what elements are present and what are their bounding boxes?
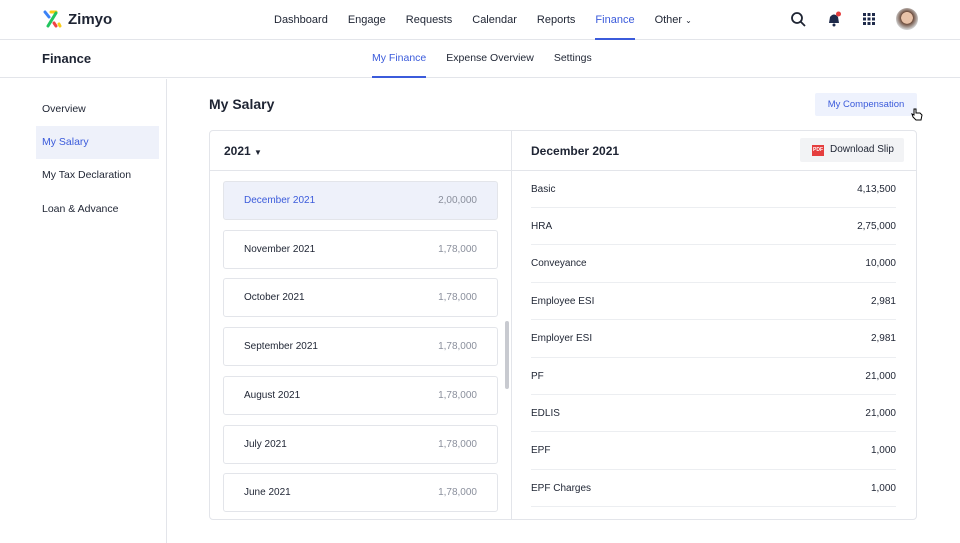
scrollbar[interactable] [505,321,509,389]
bell-icon[interactable] [826,11,842,27]
month-item[interactable]: October 2021 1,78,000 [223,278,498,318]
component-value: 2,981 [870,333,896,345]
component-row: Employee ESI 2,981 [531,283,896,321]
component-row: Basic 4,13,500 [531,171,896,208]
nav-dashboard[interactable]: Dashboard [274,14,328,26]
year-select[interactable]: 2021 ▼ [210,131,511,171]
month-label: October 2021 [244,292,305,304]
month-item[interactable]: June 2021 1,78,000 [223,473,498,513]
component-value: 1,000 [870,482,896,494]
app-name: Zimyo [68,10,113,28]
sidebar-item-loan-advance[interactable]: Loan & Advance [42,203,119,215]
component-name: PF [531,370,544,382]
component-name: Employee ESI [531,295,595,307]
sub-header: Finance My Finance Expense Overview Sett… [0,40,960,78]
component-value: 2,981 [870,295,896,307]
sidebar-item-my-salary[interactable]: My Salary [36,126,159,159]
year-value: 2021 [224,144,251,158]
component-name: EDLIS [531,407,560,419]
month-label: December 2021 [244,195,316,206]
month-list-panel: 2021 ▼ December 2021 2,00,000 November 202… [210,131,512,519]
month-item[interactable]: August 2021 1,78,000 [223,375,498,415]
detail-title: December 2021 [531,144,620,158]
component-row: EDLIS 21,000 [531,395,896,433]
top-bar: Zimyo Dashboard Engage Requests Calendar… [0,0,960,40]
component-value: 21,000 [865,407,896,419]
component-name: HRA [531,220,553,232]
component-name: EPF Charges [531,482,592,494]
month-label: September 2021 [244,341,318,353]
component-value: 21,000 [865,370,896,382]
nav-requests[interactable]: Requests [405,14,453,26]
component-name: Conveyance [531,258,587,270]
component-row: Conveyance 10,000 [531,246,896,283]
tab-expense-overview[interactable]: Expense Overview [446,52,534,64]
sidebar-item-overview[interactable]: Overview [42,103,86,115]
month-amount: 2,00,000 [438,195,477,206]
component-name: Basic [531,183,556,195]
avatar[interactable] [896,8,918,30]
zimyo-logo-icon [43,10,62,28]
month-item[interactable]: December 2021 2,00,000 [223,181,498,220]
nav-other[interactable]: Other ⌄ [655,0,692,40]
month-item[interactable]: July 2021 1,78,000 [223,424,498,464]
month-label: August 2021 [244,389,301,401]
month-amount: 1,78,000 [438,292,477,304]
component-row: Employer ESI 2,981 [531,321,896,358]
component-value: 2,75,000 [857,220,896,232]
month-item[interactable]: November 2021 1,78,000 [223,229,498,269]
component-value: 4,13,500 [857,183,896,195]
component-value: 1,000 [870,445,896,457]
component-row: HRA 2,75,000 [531,208,896,246]
component-name: EPF [531,445,551,457]
month-label: July 2021 [244,438,287,450]
caret-down-icon: ▼ [254,148,262,157]
month-amount: 1,78,000 [438,389,477,401]
component-row: EPF 1,000 [531,433,896,470]
nav-calendar[interactable]: Calendar [472,14,517,26]
tab-settings[interactable]: Settings [553,52,592,64]
apps-grid-icon[interactable] [862,12,876,26]
month-label: June 2021 [244,487,291,499]
section-title: Finance [42,51,92,66]
pdf-icon: PDF [812,144,824,156]
component-row: PF 21,000 [531,358,896,395]
logo[interactable]: Zimyo [42,9,112,29]
nav-other-label: Other [654,14,683,26]
search-icon[interactable] [790,11,806,27]
chevron-down-icon: ⌄ [685,16,692,25]
sidebar-item-tax-declaration[interactable]: My Tax Declaration [42,169,132,181]
component-row: EPF Charges 1,000 [531,470,896,508]
nav-engage[interactable]: Engage [347,14,386,26]
download-slip-label: Download Slip [830,144,894,155]
tab-my-finance[interactable]: My Finance [372,40,427,78]
month-amount: 1,78,000 [438,487,477,499]
salary-detail-panel: December 2021 PDF Download Slip Basic 4,1… [512,131,916,519]
hand-cursor-icon [911,108,923,121]
sidebar: Overview My Salary My Tax Declaration Lo… [0,79,167,543]
component-name: Employer ESI [531,333,593,345]
my-compensation-button[interactable]: My Compensation [815,93,917,116]
month-amount: 1,78,000 [438,243,477,255]
month-amount: 1,78,000 [438,341,477,353]
month-item[interactable]: September 2021 1,78,000 [223,327,498,367]
nav-reports[interactable]: Reports [536,14,576,26]
download-slip-button[interactable]: PDF Download Slip [800,138,904,162]
month-label: November 2021 [244,243,316,255]
main-nav: Dashboard Engage Requests Calendar Repor… [274,0,712,40]
salary-card: 2021 ▼ December 2021 2,00,000 November 202… [209,130,917,520]
page-title: My Salary [209,96,275,112]
nav-finance[interactable]: Finance [595,0,635,40]
component-value: 10,000 [865,258,896,270]
month-amount: 1,78,000 [438,438,477,450]
